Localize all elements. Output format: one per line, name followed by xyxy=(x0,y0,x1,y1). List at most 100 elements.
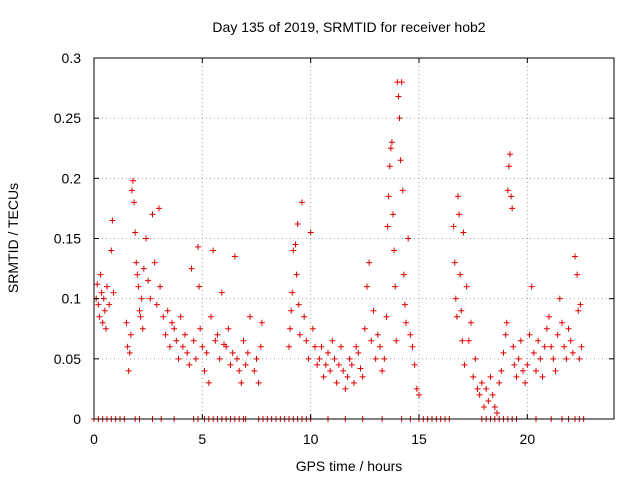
data-point xyxy=(106,301,113,308)
data-point xyxy=(348,361,355,368)
data-point xyxy=(575,307,582,314)
data-point xyxy=(478,379,485,386)
data-point xyxy=(100,295,107,302)
data-point xyxy=(381,355,388,362)
data-point xyxy=(134,271,141,278)
data-point xyxy=(320,373,327,380)
data-point xyxy=(208,313,214,320)
data-point xyxy=(548,343,555,350)
data-point xyxy=(253,355,260,362)
data-point xyxy=(223,343,230,350)
data-point xyxy=(133,259,140,266)
data-point xyxy=(416,391,422,398)
data-point xyxy=(465,337,472,344)
data-point xyxy=(125,367,132,374)
data-point xyxy=(390,211,396,218)
data-point xyxy=(173,337,180,344)
data-point xyxy=(563,355,570,362)
data-point xyxy=(338,343,344,350)
data-point xyxy=(541,343,548,350)
data-point xyxy=(99,319,106,326)
data-point xyxy=(184,349,191,356)
data-point xyxy=(567,337,574,344)
data-point xyxy=(128,187,135,194)
data-point xyxy=(199,343,206,350)
data-point xyxy=(162,331,169,338)
data-point xyxy=(530,349,537,356)
data-point xyxy=(240,337,247,344)
data-point xyxy=(392,283,399,290)
data-point xyxy=(500,349,507,356)
data-point xyxy=(374,331,381,338)
data-point xyxy=(511,361,518,368)
y-tick-label: 0.3 xyxy=(62,50,82,66)
data-point xyxy=(182,331,188,338)
data-point xyxy=(157,283,164,290)
data-point xyxy=(379,367,386,374)
data-point xyxy=(126,349,133,356)
data-point xyxy=(515,355,522,362)
data-point xyxy=(556,295,563,302)
data-point xyxy=(340,367,347,374)
data-point xyxy=(293,271,300,278)
data-point xyxy=(236,367,243,374)
data-point xyxy=(574,271,581,278)
data-point xyxy=(242,361,249,368)
data-point xyxy=(384,223,391,230)
data-point xyxy=(550,355,557,362)
x-axis-ticks: 0 5 10 15 20 xyxy=(90,58,535,447)
data-point xyxy=(175,355,182,362)
data-point xyxy=(403,319,409,326)
data-point xyxy=(535,337,542,344)
data-point xyxy=(287,325,294,332)
data-point xyxy=(383,313,390,320)
y-tick-label: 0 xyxy=(73,411,81,427)
data-point xyxy=(98,289,105,296)
data-point xyxy=(409,343,416,350)
data-point xyxy=(210,247,217,254)
data-point xyxy=(461,361,468,368)
data-point xyxy=(96,313,103,320)
data-point xyxy=(474,385,481,392)
data-point xyxy=(196,283,203,290)
data-point xyxy=(513,373,520,380)
data-point xyxy=(303,337,310,344)
data-point xyxy=(140,265,147,272)
data-point xyxy=(353,343,360,350)
data-point xyxy=(331,355,338,362)
data-point xyxy=(227,361,234,368)
data-point xyxy=(460,229,467,236)
data-point xyxy=(456,211,463,218)
y-axis-label: SRMTID / TECUs xyxy=(5,183,21,293)
data-point xyxy=(335,361,342,368)
data-point xyxy=(123,319,130,326)
x-tick-label: 5 xyxy=(198,431,206,447)
data-point xyxy=(143,235,149,242)
data-point xyxy=(124,343,131,350)
data-point xyxy=(487,373,494,380)
data-point xyxy=(397,157,404,164)
data-point xyxy=(156,205,162,212)
data-point xyxy=(450,223,457,230)
data-point xyxy=(255,379,262,386)
data-point xyxy=(318,343,325,350)
y-tick-label: 0.2 xyxy=(62,170,82,186)
data-point xyxy=(139,325,146,332)
data-point xyxy=(234,355,240,362)
data-point xyxy=(377,343,383,350)
data-point xyxy=(577,301,584,308)
data-point xyxy=(309,325,316,332)
x-axis-label: GPS time / hours xyxy=(296,458,403,474)
data-point xyxy=(472,355,479,362)
data-point xyxy=(94,281,101,288)
data-point xyxy=(401,301,408,308)
data-point xyxy=(505,163,512,170)
data-point xyxy=(169,319,175,326)
data-point xyxy=(229,349,236,356)
y-tick-label: 0.1 xyxy=(62,291,82,307)
data-point xyxy=(385,193,392,200)
data-point xyxy=(396,115,403,122)
data-point xyxy=(190,337,197,344)
data-point xyxy=(292,241,299,248)
data-point xyxy=(463,283,470,290)
